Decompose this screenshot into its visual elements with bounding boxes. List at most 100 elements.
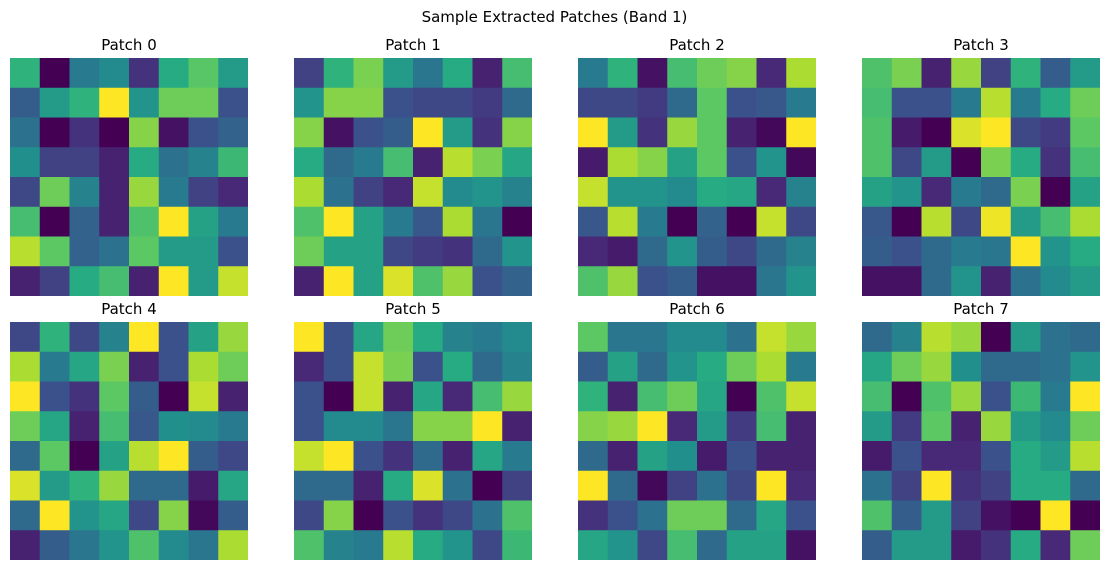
heatmap-cell — [891, 470, 922, 501]
heatmap-cell — [39, 266, 70, 296]
heatmap-cell — [99, 206, 130, 237]
heatmap-cell — [667, 470, 698, 501]
heatmap-cell — [637, 236, 668, 267]
heatmap-cell — [10, 87, 41, 118]
heatmap-cell — [69, 470, 100, 501]
heatmap-cell — [129, 470, 160, 501]
heatmap-cell — [323, 87, 354, 118]
heatmap-cell — [1070, 322, 1100, 353]
heatmap-cell — [921, 381, 952, 412]
heatmap-cell — [99, 117, 130, 148]
heatmap-cell — [158, 236, 189, 267]
heatmap-cell — [502, 177, 532, 208]
heatmap-cell — [442, 58, 473, 89]
heatmap-cell — [442, 500, 473, 531]
heatmap-cell — [1040, 470, 1071, 501]
heatmap-cell — [129, 530, 160, 560]
heatmap-cell — [413, 500, 444, 531]
heatmap-cell — [726, 441, 757, 472]
heatmap-cell — [69, 411, 100, 442]
heatmap-cell — [862, 441, 893, 472]
heatmap-cell — [921, 206, 952, 237]
heatmap-svg — [10, 322, 248, 560]
heatmap-cell — [756, 266, 787, 296]
heatmap-cell — [1040, 500, 1071, 531]
heatmap-cell — [726, 147, 757, 178]
heatmap-cell — [726, 87, 757, 118]
patch-title: Patch 4 — [101, 300, 157, 318]
heatmap-svg — [578, 322, 816, 560]
heatmap-cell — [786, 236, 816, 267]
heatmap-cell — [323, 266, 354, 296]
heatmap-cell — [756, 470, 787, 501]
heatmap-cell — [1070, 530, 1100, 560]
patch-title: Patch 1 — [385, 36, 441, 54]
heatmap-cell — [951, 381, 982, 412]
heatmap-cell — [442, 117, 473, 148]
heatmap-cell — [129, 441, 160, 472]
heatmap-cell — [726, 117, 757, 148]
heatmap-cell — [129, 87, 160, 118]
heatmap-cell — [442, 470, 473, 501]
heatmap-cell — [472, 177, 503, 208]
heatmap-cell — [129, 206, 160, 237]
heatmap-cell — [862, 500, 893, 531]
heatmap-cell — [158, 266, 189, 296]
heatmap-cell — [10, 177, 41, 208]
heatmap-cell — [188, 500, 219, 531]
heatmap-cell — [323, 58, 354, 89]
heatmap-cell — [667, 206, 698, 237]
patch-grid — [10, 58, 248, 296]
heatmap-cell — [726, 236, 757, 267]
heatmap-cell — [891, 351, 922, 382]
heatmap-cell — [951, 441, 982, 472]
heatmap-cell — [353, 58, 384, 89]
heatmap-cell — [10, 117, 41, 148]
heatmap-cell — [69, 117, 100, 148]
heatmap-cell — [188, 266, 219, 296]
heatmap-cell — [756, 411, 787, 442]
heatmap-cell — [637, 177, 668, 208]
heatmap-cell — [891, 530, 922, 560]
heatmap-cell — [697, 470, 728, 501]
heatmap-cell — [502, 117, 532, 148]
heatmap-cell — [786, 322, 816, 353]
heatmap-cell — [981, 381, 1012, 412]
heatmap-cell — [1070, 236, 1100, 267]
heatmap-cell — [294, 441, 325, 472]
heatmap-cell — [862, 206, 893, 237]
heatmap-cell — [726, 470, 757, 501]
heatmap-cell — [129, 381, 160, 412]
heatmap-cell — [891, 322, 922, 353]
heatmap-cell — [158, 177, 189, 208]
heatmap-cell — [756, 441, 787, 472]
heatmap-cell — [862, 147, 893, 178]
heatmap-cell — [99, 530, 130, 560]
heatmap-cell — [218, 411, 248, 442]
heatmap-cell — [726, 351, 757, 382]
heatmap-cell — [323, 500, 354, 531]
heatmap-cell — [353, 206, 384, 237]
heatmap-cell — [981, 530, 1012, 560]
heatmap-cell — [39, 58, 70, 89]
heatmap-cell — [756, 58, 787, 89]
heatmap-cell — [10, 381, 41, 412]
heatmap-cell — [39, 206, 70, 237]
heatmap-svg — [294, 322, 532, 560]
heatmap-cell — [39, 351, 70, 382]
heatmap-cell — [294, 500, 325, 531]
heatmap-cell — [607, 206, 638, 237]
heatmap-cell — [786, 58, 816, 89]
heatmap-cell — [1010, 351, 1041, 382]
heatmap-cell — [472, 236, 503, 267]
patch-title: Patch 2 — [669, 36, 725, 54]
heatmap-cell — [413, 177, 444, 208]
heatmap-cell — [323, 441, 354, 472]
heatmap-cell — [353, 411, 384, 442]
heatmap-cell — [891, 117, 922, 148]
heatmap-cell — [786, 206, 816, 237]
heatmap-cell — [862, 236, 893, 267]
heatmap-cell — [99, 381, 130, 412]
heatmap-cell — [951, 87, 982, 118]
heatmap-cell — [1010, 441, 1041, 472]
